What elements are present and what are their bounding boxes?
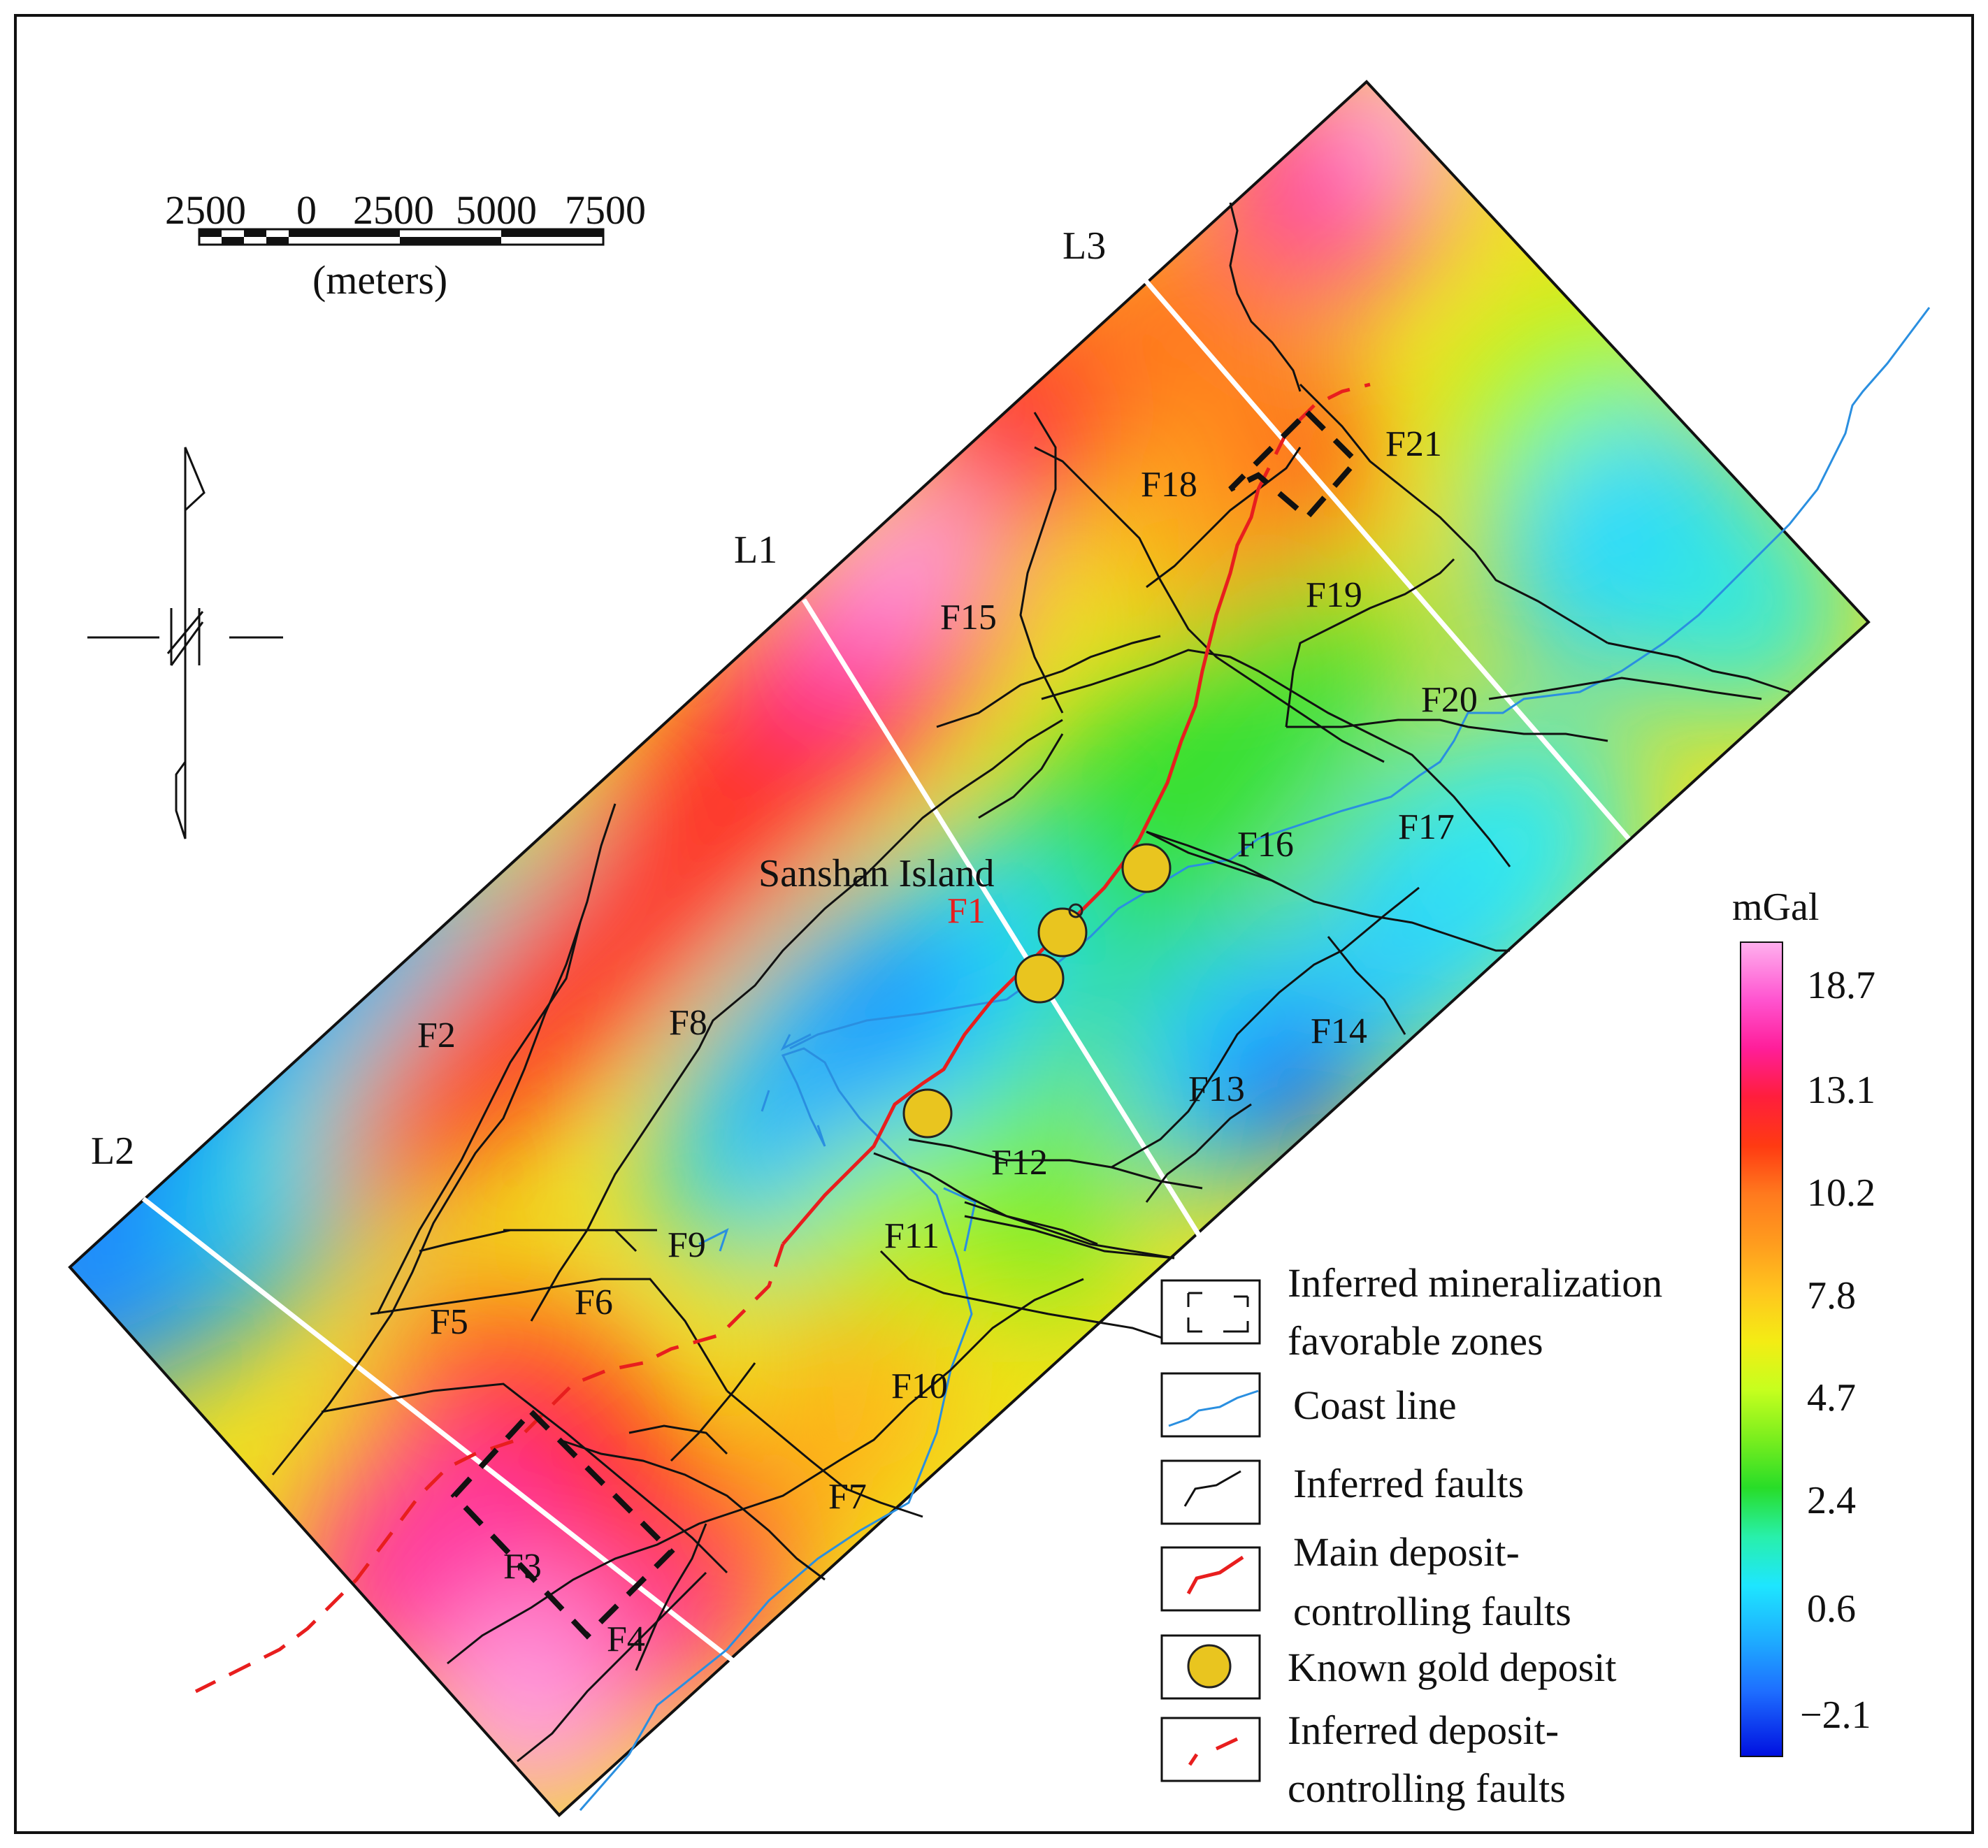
fault-line-symbol — [1160, 1459, 1261, 1525]
profile-line-l1 — [802, 598, 1204, 1242]
figure-frame — [14, 14, 1974, 1834]
profile-label-l2: L2 — [91, 1129, 134, 1173]
colorbar-ticks: 18.7 13.1 10.2 7.8 4.7 2.4 0.6 −2.1 — [1800, 964, 1875, 1737]
colorbar-gradient — [1740, 941, 1783, 1757]
profile-label-l1: L1 — [734, 528, 777, 572]
scale-tick-label: 2500 — [353, 187, 434, 233]
profile-line-l2 — [141, 1197, 743, 1669]
legend-label-inferred-fault-1: Inferred deposit- — [1288, 1708, 1559, 1753]
gold-deposit — [1037, 907, 1088, 958]
fault-label-f17: F17 — [1398, 807, 1455, 847]
fault-label-f7: F7 — [828, 1477, 867, 1517]
favorable-zone-sw — [450, 1408, 675, 1640]
survey-area-outline — [68, 80, 1871, 1817]
inferred-deposit-controlling-faults — [194, 382, 1371, 1694]
favorable-zones — [450, 408, 1360, 1640]
fault-label-f11: F11 — [884, 1216, 939, 1256]
fault-label-f12: F12 — [991, 1143, 1048, 1183]
dashed-rectangle-symbol — [1160, 1279, 1261, 1345]
fault-label-f9: F9 — [668, 1225, 706, 1265]
legend-label-inferred-fault-2: controlling faults — [1288, 1766, 1566, 1811]
colorbar-tick-label: 18.7 — [1807, 964, 1875, 1007]
legend-label-coast-line: Coast line — [1293, 1383, 1457, 1428]
profile-lines — [141, 275, 1631, 1669]
favorable-zone-ne — [1228, 408, 1360, 521]
fault-label-f2: F2 — [417, 1016, 456, 1055]
profile-line-l3 — [1141, 275, 1631, 841]
fault-labels: F1 F2 F3 F4 F5 F6 F7 F8 F9 F10 F11 F12 F… — [417, 424, 1478, 1659]
legend-label-favorable-zones-1: Inferred mineralization — [1288, 1260, 1662, 1306]
legend: Inferred mineralization favorable zones … — [1160, 1260, 1662, 1811]
profile-label-l3: L3 — [1063, 224, 1106, 268]
gold-deposits — [902, 843, 1172, 1139]
scale-tick-label: 0 — [296, 187, 317, 233]
fault-label-f5: F5 — [430, 1302, 468, 1342]
fault-label-f8: F8 — [669, 1003, 707, 1043]
gold-deposit — [1014, 953, 1065, 1004]
fault-label-f20: F20 — [1421, 680, 1478, 720]
scale-tick-label: 7500 — [565, 187, 646, 233]
colorbar-tick-label: 4.7 — [1807, 1376, 1856, 1420]
colorbar-unit-label: mGal — [1732, 886, 1819, 929]
profile-labels: L1 L2 L3 — [91, 224, 1106, 1173]
colorbar-tick-label: −2.1 — [1800, 1694, 1871, 1737]
fault-label-f4: F4 — [607, 1619, 645, 1659]
coast-line-symbol — [1160, 1372, 1261, 1438]
inferred-fault-symbol — [1160, 1717, 1261, 1782]
colorbar-tick-label: 10.2 — [1807, 1171, 1875, 1215]
north-arrow-icon — [87, 447, 283, 839]
fault-label-f16: F16 — [1237, 825, 1294, 865]
colorbar-tick-label: 0.6 — [1807, 1587, 1856, 1631]
fault-label-f3: F3 — [503, 1547, 542, 1587]
scale-tick-label: 2500 — [165, 187, 246, 233]
legend-label-main-fault-1: Main deposit- — [1293, 1529, 1520, 1575]
scale-bar: 2500 0 2500 5000 7500 (meters) — [165, 187, 646, 303]
scale-unit-label: (meters) — [312, 257, 447, 303]
legend-label-favorable-zones-2: favorable zones — [1288, 1318, 1543, 1364]
fault-label-f14: F14 — [1311, 1011, 1367, 1051]
fault-label-f21: F21 — [1385, 424, 1442, 464]
gold-deposit-small — [1068, 903, 1083, 918]
colorbar-tick-label: 13.1 — [1807, 1069, 1875, 1112]
gold-deposit — [1121, 843, 1172, 893]
fault-label-f13: F13 — [1188, 1069, 1245, 1109]
colorbar: mGal 18.7 13.1 10.2 7.8 4.7 2.4 0.6 −2.1 — [1732, 886, 1875, 1757]
fault-label-f18: F18 — [1141, 465, 1197, 505]
legend-label-gold-deposit: Known gold deposit — [1288, 1645, 1616, 1690]
fault-label-f10: F10 — [891, 1366, 948, 1406]
colorbar-tick-label: 7.8 — [1807, 1274, 1856, 1318]
fault-label-f15: F15 — [940, 598, 997, 637]
colorbar-tick-label: 2.4 — [1807, 1479, 1856, 1522]
fault-label-f6: F6 — [575, 1283, 613, 1322]
gold-deposit — [902, 1088, 953, 1139]
main-fault-symbol — [1160, 1546, 1261, 1612]
legend-label-main-fault-2: controlling faults — [1293, 1589, 1571, 1634]
fault-label-f19: F19 — [1306, 575, 1362, 615]
legend-label-inferred-faults: Inferred faults — [1293, 1461, 1524, 1506]
place-label-sanshan-island: Sanshan Island — [758, 852, 995, 895]
fault-label-f1: F1 — [947, 891, 986, 931]
inferred-faults — [271, 202, 1790, 1763]
scale-tick-label: 5000 — [456, 187, 537, 233]
